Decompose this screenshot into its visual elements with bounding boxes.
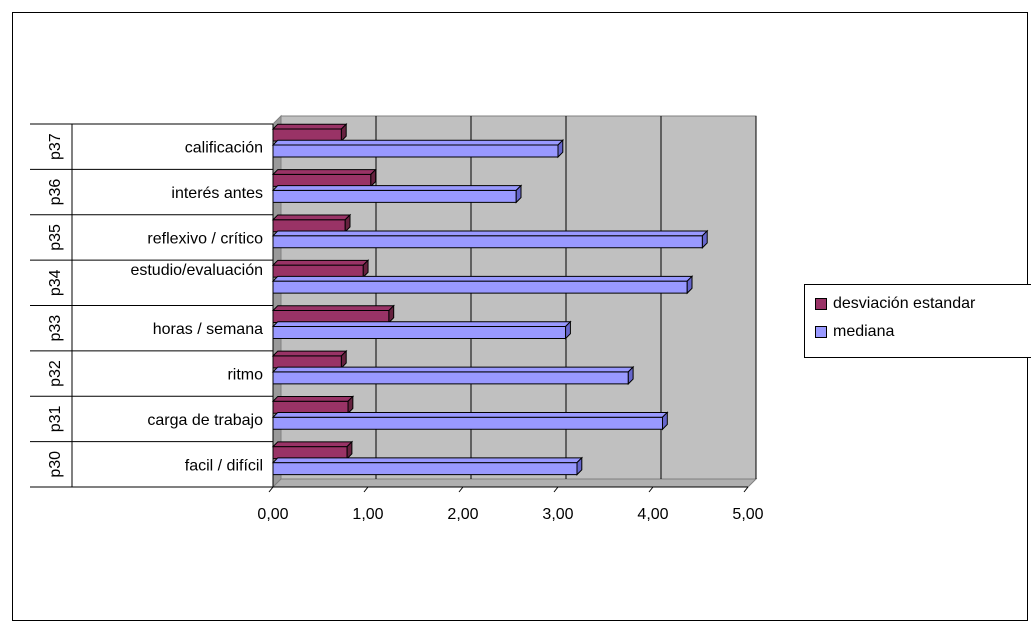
legend-swatch-desviacion (815, 298, 827, 310)
bar-side-face (346, 440, 353, 460)
bar-side-face (347, 395, 354, 415)
category-label-p35: reflexivo / crítico (147, 230, 263, 247)
bar-top-face (271, 457, 584, 464)
bar-desviacion-p33 (272, 310, 390, 323)
legend-label-mediana: mediana (833, 323, 895, 340)
bar-top-face (271, 395, 355, 402)
category-label-p30: facil / difícil (185, 457, 263, 474)
x-tick-mark (458, 486, 464, 493)
bar-side-face (565, 320, 571, 340)
category-label-p32: ritmo (227, 367, 263, 384)
bar-desviacion-p36 (272, 173, 372, 187)
bar-desviacion-p32 (272, 355, 342, 369)
x-tick-mark (268, 486, 274, 493)
category-code-p37: p37 (47, 133, 64, 160)
category-label-p31: carga de trabajo (147, 412, 263, 429)
bar-top-face (271, 123, 348, 130)
legend-label-desviacion: desviación estandar (833, 295, 976, 312)
bar-top-face (271, 350, 348, 357)
category-code-p33: p33 (47, 315, 64, 342)
bar-mediana-p32 (272, 371, 629, 385)
bar-mediana-p30 (272, 462, 578, 476)
bar-mediana-p37 (272, 144, 559, 158)
x-tick-label: 0,00 (257, 506, 288, 523)
bar-top-face (271, 411, 669, 418)
bar-desviacion-p30 (272, 446, 348, 460)
x-tick-label: 2,00 (447, 506, 478, 523)
category-code-p36: p36 (47, 179, 64, 206)
bar-top-face (271, 441, 354, 448)
bar-desviacion-p34 (272, 264, 364, 278)
x-tick-label: 4,00 (637, 506, 668, 523)
category-code-p34: p34 (47, 269, 64, 296)
bar-desviacion-p31 (272, 400, 349, 414)
bar-side-face (340, 122, 347, 143)
category-label-p34: estudio/evaluación (130, 262, 263, 279)
bar-mediana-p35 (272, 235, 703, 249)
x-tick-mark (648, 486, 654, 493)
bar-top-face (271, 185, 523, 191)
category-label-p33: horas / semana (153, 321, 263, 338)
bar-top-face (271, 259, 370, 266)
x-tick-label: 1,00 (352, 506, 383, 523)
bar-top-face (271, 305, 395, 311)
legend-item-desviacion: desviación estandar (815, 295, 975, 313)
x-tick-mark (553, 486, 559, 493)
x-tick-mark (363, 486, 369, 493)
bar-side-face (340, 349, 347, 370)
bar-mediana-p31 (272, 416, 663, 430)
category-code-p32: p32 (47, 360, 64, 387)
bar-top-face (271, 214, 352, 221)
category-code-p35: p35 (47, 224, 64, 251)
category-code-p30: p30 (47, 451, 64, 478)
bar-top-face (271, 275, 694, 282)
plot-floor (271, 478, 758, 488)
bar-side-face (686, 275, 693, 295)
legend: desviación estandar mediana (804, 284, 1031, 358)
bar-mediana-p36 (272, 189, 517, 203)
legend-item-mediana: mediana (815, 323, 894, 341)
bar-mediana-p34 (272, 280, 688, 294)
category-code-p31: p31 (47, 405, 64, 432)
bar-side-face (627, 365, 634, 386)
x-tick-mark (743, 486, 749, 493)
bar-side-face (557, 138, 564, 159)
legend-swatch-mediana (815, 326, 827, 338)
category-label-p37: calificación (185, 140, 263, 157)
bar-side-face (662, 411, 668, 431)
bar-top-face (271, 321, 572, 327)
bar-side-face (344, 213, 351, 233)
bar-top-face (271, 139, 565, 146)
bar-top-face (271, 366, 635, 373)
bar-desviacion-p35 (272, 219, 346, 233)
bar-top-face (271, 230, 709, 237)
category-label-p36: interés antes (171, 185, 263, 202)
bar-side-face (576, 456, 583, 476)
bar-side-face (388, 304, 395, 324)
bar-side-face (515, 184, 522, 204)
bar-side-face (362, 259, 369, 279)
x-tick-label: 3,00 (542, 506, 573, 523)
bar-desviacion-p37 (272, 128, 342, 142)
bar-side-face (701, 229, 708, 249)
bar-side-face (370, 168, 377, 188)
bar-mediana-p33 (272, 326, 567, 339)
x-tick-label: 5,00 (732, 506, 763, 523)
bar-top-face (271, 169, 377, 175)
